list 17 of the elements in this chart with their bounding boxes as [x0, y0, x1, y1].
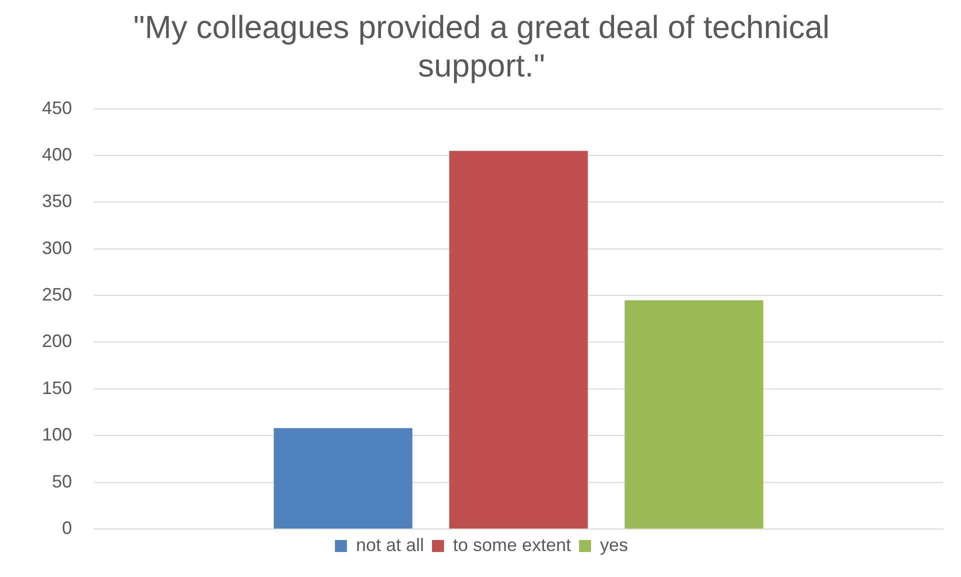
legend-label: yes — [600, 534, 628, 555]
y-tick-label: 350 — [42, 191, 72, 212]
y-tick-label: 0 — [62, 518, 72, 538]
chart-title: "My colleagues provided a great deal of technical support." — [133, 9, 830, 84]
bar — [624, 300, 764, 528]
y-tick-label: 250 — [42, 284, 72, 305]
y-tick-label: 50 — [52, 471, 72, 492]
legend-label: to some extent — [452, 534, 572, 555]
y-tick-label: 400 — [42, 144, 72, 164]
y-tick-label: 450 — [42, 98, 72, 118]
y-tick-label: 200 — [42, 331, 72, 352]
y-tick-label: 100 — [42, 424, 72, 445]
bar — [449, 150, 588, 528]
y-tick-label: 300 — [42, 238, 72, 258]
bar — [274, 428, 412, 528]
y-tick-label: 150 — [42, 378, 72, 398]
legend-label: not at all — [356, 534, 424, 555]
